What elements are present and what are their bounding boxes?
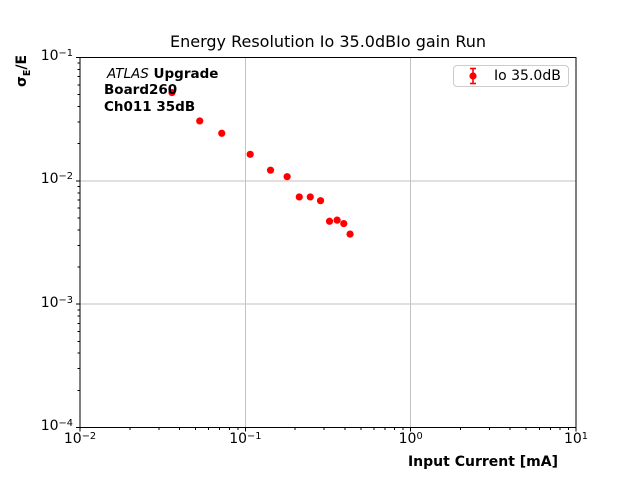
y-tick-label: 10−2: [40, 171, 73, 188]
data-point: [196, 117, 204, 125]
annotation-line-2: Board260: [104, 82, 178, 99]
legend: Io 35.0dB: [453, 65, 569, 87]
y-axis-label-base: σ: [14, 76, 30, 88]
y-axis-label: σE/E: [14, 51, 33, 91]
chart-title: Energy Resolution Io 35.0dBIo gain Run: [169, 32, 487, 51]
data-point: [346, 230, 354, 238]
data-point: [218, 129, 226, 137]
plot-border: [79, 57, 577, 428]
y-tick-label: 10−1: [40, 48, 73, 64]
data-point: [333, 216, 341, 224]
y-axis-label-sub: E: [21, 69, 33, 77]
legend-label: Io 35.0dB: [494, 68, 561, 84]
data-point: [246, 150, 254, 158]
data-point: [168, 88, 176, 97]
annotation: ATLAS Upgrade Board260 Ch011 35dB: [104, 66, 218, 115]
errorbar-marker-icon: [469, 67, 477, 85]
data-point: [283, 173, 291, 181]
data-point: [266, 166, 275, 174]
data-point: [325, 217, 334, 225]
x-axis-label: Input Current [mA]: [407, 454, 558, 470]
x-tick-label: 101: [563, 431, 589, 447]
annotation-line-1: ATLAS Upgrade: [104, 66, 218, 82]
x-tick-label: 10−2: [63, 431, 97, 447]
annotation-upgrade: Upgrade: [148, 66, 219, 82]
data-point: [340, 220, 348, 228]
data-point: [316, 197, 325, 205]
data-point: [306, 193, 314, 201]
y-axis-label-rest: /E: [14, 54, 30, 70]
annotation-experiment: ATLAS: [107, 66, 149, 82]
x-tick-label: 10−1: [229, 431, 262, 447]
y-tick-label: 10−3: [40, 294, 73, 311]
y-tick-label: 10−4: [40, 418, 73, 434]
annotation-line-3: Ch011 35dB: [104, 98, 196, 115]
x-tick-label: 100: [398, 431, 423, 447]
data-point: [295, 193, 303, 201]
